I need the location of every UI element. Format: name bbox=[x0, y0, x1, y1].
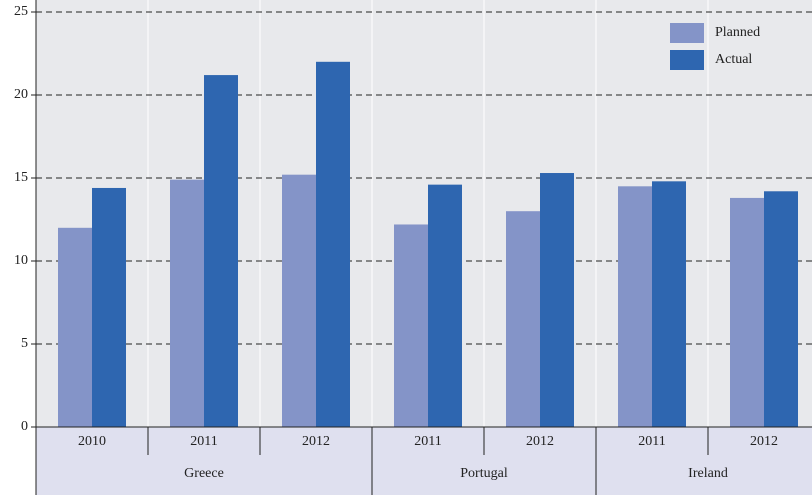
x-tick-label: 2012 bbox=[750, 434, 778, 449]
bar bbox=[730, 197, 764, 427]
group-label: Portugal bbox=[460, 466, 508, 481]
category-background bbox=[36, 427, 812, 495]
x-tick-label: 2011 bbox=[190, 434, 217, 449]
bar bbox=[540, 173, 574, 427]
legend-label: Actual bbox=[715, 52, 752, 67]
bar bbox=[282, 174, 316, 427]
legend-label: Planned bbox=[715, 25, 760, 40]
y-tick-label: 5 bbox=[21, 336, 28, 351]
bar bbox=[58, 227, 92, 427]
legend-swatch bbox=[670, 23, 704, 43]
x-tick-label: 2012 bbox=[526, 434, 554, 449]
group-label: Ireland bbox=[688, 466, 728, 481]
y-tick-label: 10 bbox=[14, 253, 28, 268]
bar bbox=[170, 179, 204, 427]
x-tick-label: 2011 bbox=[638, 434, 665, 449]
x-tick-label: 2012 bbox=[302, 434, 330, 449]
y-tick-label: 20 bbox=[14, 87, 28, 102]
bar bbox=[316, 61, 350, 428]
x-tick-label: 2010 bbox=[78, 434, 106, 449]
bar bbox=[506, 211, 540, 427]
bar bbox=[764, 191, 798, 427]
x-tick-label: 2011 bbox=[414, 434, 441, 449]
bar bbox=[652, 181, 686, 427]
bar bbox=[204, 75, 238, 427]
bar bbox=[618, 186, 652, 427]
bar bbox=[394, 224, 428, 427]
bar bbox=[428, 184, 462, 427]
bar bbox=[92, 187, 126, 427]
legend-swatch bbox=[670, 50, 704, 70]
y-tick-label: 0 bbox=[21, 419, 28, 434]
group-label: Greece bbox=[184, 466, 224, 481]
y-tick-label: 15 bbox=[14, 170, 28, 185]
y-tick-label: 25 bbox=[14, 4, 28, 19]
